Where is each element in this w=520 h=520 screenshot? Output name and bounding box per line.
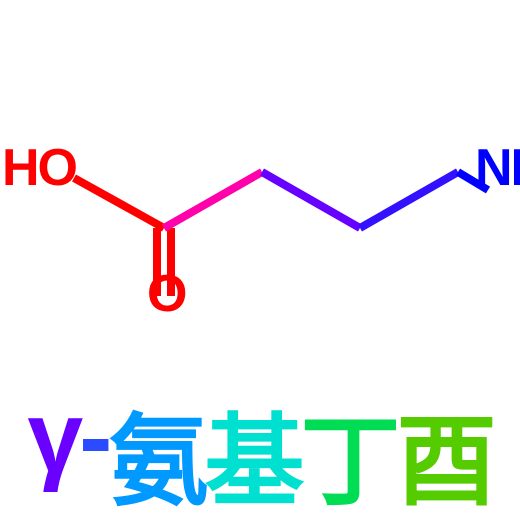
bond xyxy=(164,172,262,228)
atom-O2: O xyxy=(147,264,185,324)
atom-NH2: NH xyxy=(475,138,520,198)
title-char: 氨 xyxy=(108,380,204,520)
molecule-diagram: { "canvas": { "w": 520, "h": 520, "backg… xyxy=(0,0,520,520)
title-char: 基 xyxy=(204,380,300,520)
title-char: 酉 xyxy=(396,380,492,520)
bond xyxy=(360,172,458,228)
title-char: γ xyxy=(28,380,80,520)
title-char: - xyxy=(79,380,108,520)
bond xyxy=(74,178,164,228)
bond xyxy=(262,172,360,228)
title-char: 丁 xyxy=(300,380,396,520)
atom-HO: HO xyxy=(2,138,76,198)
compound-title: γ-氨基丁酉 xyxy=(0,380,520,520)
